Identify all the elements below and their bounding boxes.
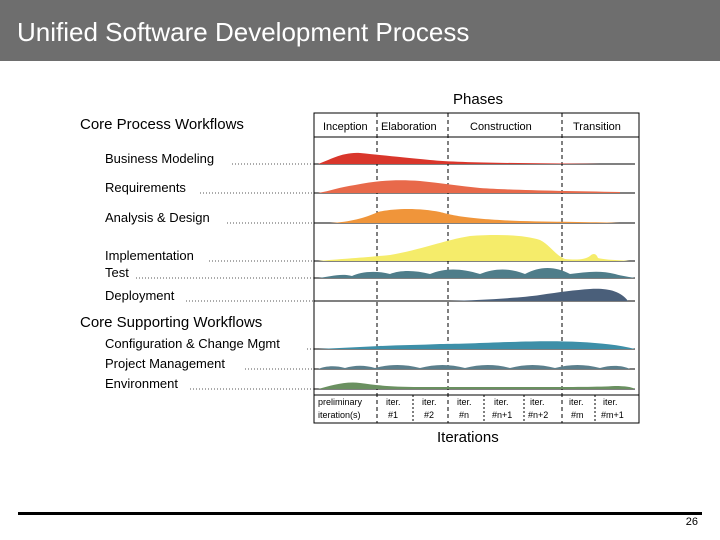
iteration-label: iter.: [422, 397, 437, 407]
workflow-analysis-design: Analysis & Design: [105, 210, 210, 225]
workflow-test: Test: [105, 265, 129, 280]
iteration-label: iter.: [494, 397, 509, 407]
page-number: 26: [685, 516, 698, 528]
iteration-labels: preliminary iteration(s) iter. #1 iter. …: [318, 397, 624, 420]
workflow-deployment: Deployment: [105, 288, 175, 303]
iteration-label: iter.: [386, 397, 401, 407]
hump-config-change: [318, 341, 635, 349]
iteration-label: #n+2: [528, 410, 548, 420]
iteration-label: #n+1: [492, 410, 512, 420]
iteration-label: #m: [571, 410, 584, 420]
iteration-label: iter.: [457, 397, 472, 407]
workflow-requirements: Requirements: [105, 180, 186, 195]
workflow-implementation: Implementation: [105, 248, 194, 263]
hump-analysis-design: [330, 209, 620, 223]
hump-requirements: [318, 180, 620, 193]
phase-inception: Inception: [323, 121, 368, 133]
phase-transition: Transition: [573, 121, 621, 133]
phase-construction: Construction: [470, 121, 532, 133]
chart-box: [313, 112, 640, 424]
iteration-label: #n: [459, 410, 469, 420]
iteration-separators: [412, 395, 596, 423]
hump-deployment: [450, 288, 628, 301]
title-bar: Unified Software Development Process: [0, 0, 720, 61]
workflow-environment: Environment: [105, 376, 178, 391]
workflow-config-change: Configuration & Change Mgmt: [105, 336, 280, 351]
iteration-label: #1: [388, 410, 398, 420]
iteration-label: iteration(s): [318, 410, 361, 420]
iteration-label: #2: [424, 410, 434, 420]
footer-rule: [18, 512, 702, 515]
slide-title: Unified Software Development Process: [17, 17, 470, 47]
workflow-project-management: Project Management: [105, 356, 225, 371]
phases-label: Phases: [453, 91, 503, 108]
workflow-labels: Business Modeling Requirements Analysis …: [105, 151, 314, 391]
hump-implementation: [318, 235, 630, 261]
workflow-business-modeling: Business Modeling: [105, 151, 214, 166]
hump-project-management: [318, 365, 630, 369]
iteration-label: iter.: [603, 397, 618, 407]
iteration-label: iter.: [530, 397, 545, 407]
hump-environment: [318, 382, 635, 389]
phase-elaboration: Elaboration: [381, 121, 437, 133]
iteration-label: preliminary: [318, 397, 363, 407]
hump-test: [318, 268, 635, 278]
core-process-heading: Core Process Workflows: [80, 116, 244, 133]
iterations-label: Iterations: [437, 429, 499, 446]
iteration-label: iter.: [569, 397, 584, 407]
core-supporting-heading: Core Supporting Workflows: [80, 314, 262, 331]
iteration-label: #m+1: [601, 410, 624, 420]
hump-business-modeling: [318, 152, 620, 164]
